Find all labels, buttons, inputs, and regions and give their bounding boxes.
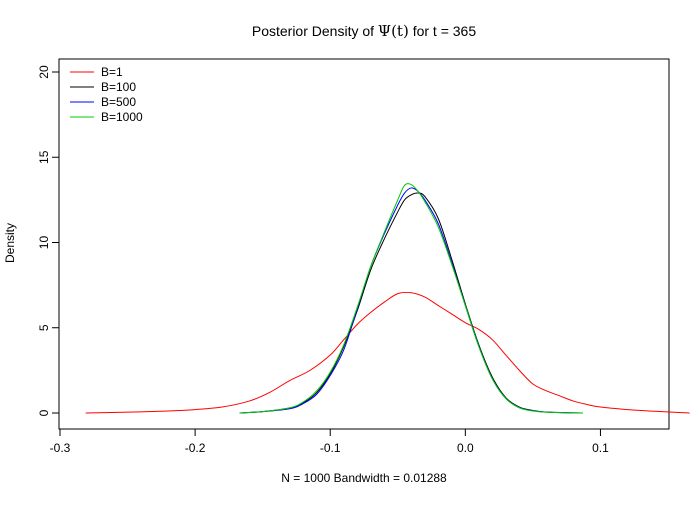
series-line-b-500 [239,187,583,414]
y-axis-label: Density [3,223,17,263]
series-layer [85,183,690,414]
x-axis: -0.3 -0.2 -0.1 0.0 0.1 [50,428,609,455]
legend-label-b-1: B=1 [101,65,123,79]
y-tick-label: 0 [37,409,51,416]
legend-label-b-500: B=500 [101,95,136,109]
legend-label-b-100: B=100 [101,80,136,94]
y-tick-label: 10 [37,236,51,250]
x-tick-label: 0.1 [592,441,609,455]
x-tick-label: 0.0 [457,441,474,455]
x-tick-label: -0.1 [320,441,341,455]
plot-frame [58,58,670,430]
x-tick-label: -0.2 [185,441,206,455]
series-line-b-1 [85,291,690,414]
chart-title: Posterior Density of Ψ(t) for t = 365 [252,22,476,40]
y-tick-label: 20 [37,65,51,79]
x-axis-label: N = 1000 Bandwidth = 0.01288 [281,471,447,485]
chart-title-suffix: for t = 365 [409,23,477,39]
legend-label-b-1000: B=1000 [101,110,143,124]
y-tick-label: 15 [37,150,51,164]
series-line-b-1000 [239,183,583,414]
chart-title-prefix: Posterior Density of [252,23,378,39]
y-axis: 0 5 10 15 20 [37,65,60,416]
x-tick-label: -0.3 [50,441,71,455]
chart-title-symbol: Ψ(t) [378,22,409,40]
y-tick-label: 5 [37,324,51,331]
